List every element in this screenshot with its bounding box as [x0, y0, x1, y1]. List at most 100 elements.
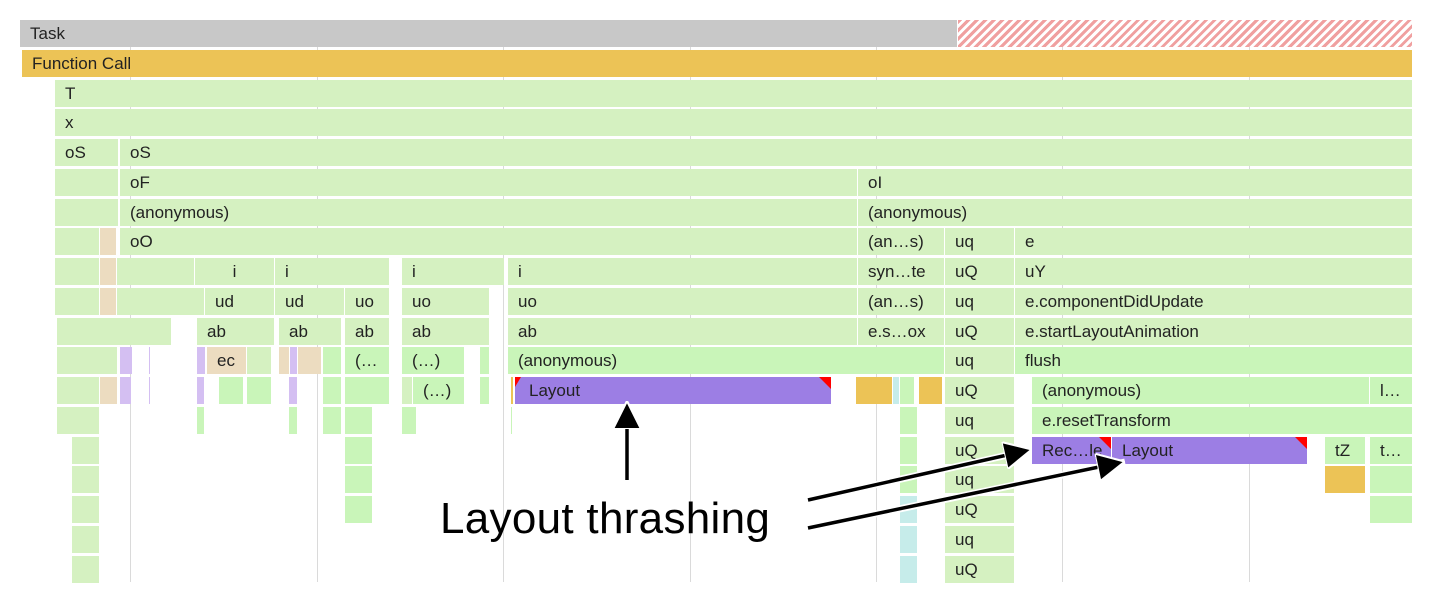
flame-chart-event[interactable]	[247, 347, 271, 375]
flame-chart-event[interactable]: ud	[205, 287, 274, 315]
forced-reflow-warning-icon[interactable]	[1295, 436, 1307, 449]
flame-chart-event[interactable]	[511, 406, 512, 434]
flame-chart-event[interactable]	[323, 377, 341, 404]
flame-chart-event[interactable]	[72, 525, 99, 553]
flame-chart-event[interactable]	[120, 377, 131, 404]
flame-chart-event[interactable]: tZ	[1325, 436, 1365, 464]
flame-chart-event[interactable]	[57, 347, 117, 375]
flame-chart-event[interactable]	[55, 168, 118, 196]
flame-chart-event[interactable]: ud	[275, 287, 344, 315]
flame-chart-event[interactable]: Function Call	[22, 49, 1412, 77]
flame-chart-event[interactable]: (…	[345, 347, 389, 375]
flame-chart-event[interactable]: e.startLayoutAnimation	[1015, 317, 1412, 345]
flame-chart-event[interactable]: ab	[345, 317, 389, 345]
flame-chart-event[interactable]	[919, 377, 942, 404]
flame-chart-event[interactable]: ec	[207, 347, 246, 375]
flame-chart-event[interactable]: x	[55, 109, 1412, 137]
flame-chart-event[interactable]	[402, 406, 416, 434]
flame-chart-event[interactable]: uo	[345, 287, 389, 315]
flame-chart-event[interactable]: ab	[279, 317, 341, 345]
flame-chart-event[interactable]	[100, 377, 117, 404]
flame-chart-event[interactable]	[856, 377, 892, 404]
flame-chart-event[interactable]: ab	[402, 317, 489, 345]
flame-chart-event[interactable]	[900, 406, 917, 434]
flame-chart-event[interactable]	[893, 377, 899, 404]
flame-chart-event[interactable]: e.componentDidUpdate	[1015, 287, 1412, 315]
layout-event[interactable]: Layout	[1112, 436, 1307, 464]
flame-chart-event[interactable]	[511, 377, 513, 404]
flame-chart-event[interactable]: (an…s)	[858, 228, 944, 256]
flame-chart-event[interactable]	[55, 287, 99, 315]
flame-chart-event[interactable]	[117, 287, 204, 315]
flame-chart-event[interactable]: flush	[1015, 347, 1412, 375]
flame-chart-event[interactable]: (an…s)	[858, 287, 944, 315]
flame-chart-event[interactable]	[100, 258, 116, 285]
flame-chart-event[interactable]	[247, 377, 271, 404]
flame-chart-event[interactable]: i	[508, 258, 857, 285]
flame-chart-event[interactable]: uQ	[945, 317, 1014, 345]
layout-event[interactable]: Layout	[515, 377, 831, 404]
flame-chart-event[interactable]: uq	[945, 406, 1014, 434]
flame-chart-event[interactable]: e.resetTransform	[1032, 406, 1412, 434]
flame-chart-event[interactable]	[1325, 466, 1365, 494]
flame-chart-event[interactable]: uq	[945, 347, 1014, 375]
flame-chart-event[interactable]: uo	[508, 287, 857, 315]
flame-chart-event[interactable]	[289, 406, 297, 434]
flame-chart-event[interactable]	[298, 347, 321, 375]
flame-chart-event[interactable]	[345, 466, 372, 494]
flame-chart-event[interactable]: (anonymous)	[508, 347, 944, 375]
flame-chart-event[interactable]: uQ	[945, 555, 1014, 583]
flame-chart-event[interactable]: (…)	[402, 347, 464, 375]
flame-chart-event[interactable]	[402, 377, 412, 404]
flame-chart-event[interactable]	[323, 406, 341, 434]
flame-chart-event[interactable]	[72, 466, 99, 494]
flame-chart-event[interactable]	[100, 228, 116, 256]
flame-chart-event[interactable]: uo	[402, 287, 489, 315]
flame-chart-event[interactable]	[120, 347, 132, 375]
flame-chart-event[interactable]	[72, 436, 99, 464]
flame-chart-event[interactable]: uQ	[945, 377, 1014, 404]
flame-chart-event[interactable]: e	[1015, 228, 1412, 256]
flame-chart-event[interactable]	[900, 436, 917, 464]
flame-chart-event[interactable]: uY	[1015, 258, 1412, 285]
flame-chart-event[interactable]	[345, 436, 372, 464]
flame-chart-event[interactable]	[100, 287, 116, 315]
forced-reflow-warning-icon[interactable]	[1099, 436, 1111, 449]
layout-event[interactable]: Rec…le	[1032, 436, 1111, 464]
flame-chart-event[interactable]: T	[55, 79, 1412, 107]
flame-chart-event[interactable]	[345, 406, 372, 434]
flame-chart-event[interactable]	[55, 198, 118, 226]
flame-chart-event[interactable]: (…)	[413, 377, 464, 404]
flame-chart-event[interactable]	[900, 525, 917, 553]
forced-reflow-warning-icon[interactable]	[819, 377, 831, 389]
flame-chart-event[interactable]: i	[275, 258, 389, 285]
flame-chart-event[interactable]: syn…te	[858, 258, 944, 285]
flame-chart-event[interactable]	[900, 555, 917, 583]
flame-chart-event[interactable]: oO	[120, 228, 857, 256]
long-task-indicator[interactable]	[958, 20, 1412, 47]
flame-chart-event[interactable]	[72, 555, 99, 583]
flame-chart-event[interactable]	[57, 406, 99, 434]
flame-chart-event[interactable]	[1370, 496, 1412, 523]
flame-chart-event[interactable]	[323, 347, 341, 375]
flame-chart-event[interactable]: uq	[945, 287, 1014, 315]
flame-chart-event[interactable]	[57, 377, 99, 404]
flame-chart-event[interactable]	[480, 347, 489, 375]
flame-chart-event[interactable]: oS	[120, 139, 1412, 166]
flame-chart-event[interactable]	[197, 347, 205, 375]
flame-chart-event[interactable]	[55, 258, 99, 285]
flame-chart-event[interactable]	[149, 377, 150, 404]
flame-chart-event[interactable]: ab	[508, 317, 857, 345]
flame-chart-event[interactable]: (anonymous)	[858, 198, 1412, 226]
flame-chart-event[interactable]: uQ	[945, 258, 1014, 285]
flame-chart-event[interactable]	[1370, 466, 1412, 494]
flame-chart-event[interactable]: ab	[197, 317, 274, 345]
flame-chart-event[interactable]	[480, 377, 489, 404]
flame-chart-event[interactable]: i	[402, 258, 504, 285]
flame-chart-event[interactable]	[290, 347, 297, 375]
flame-chart-event[interactable]	[345, 496, 372, 523]
flame-chart-event[interactable]: t…	[1370, 436, 1412, 464]
flame-chart-event[interactable]: (anonymous)	[120, 198, 857, 226]
flame-chart-event[interactable]	[57, 317, 171, 345]
flame-chart-event[interactable]	[55, 228, 99, 256]
